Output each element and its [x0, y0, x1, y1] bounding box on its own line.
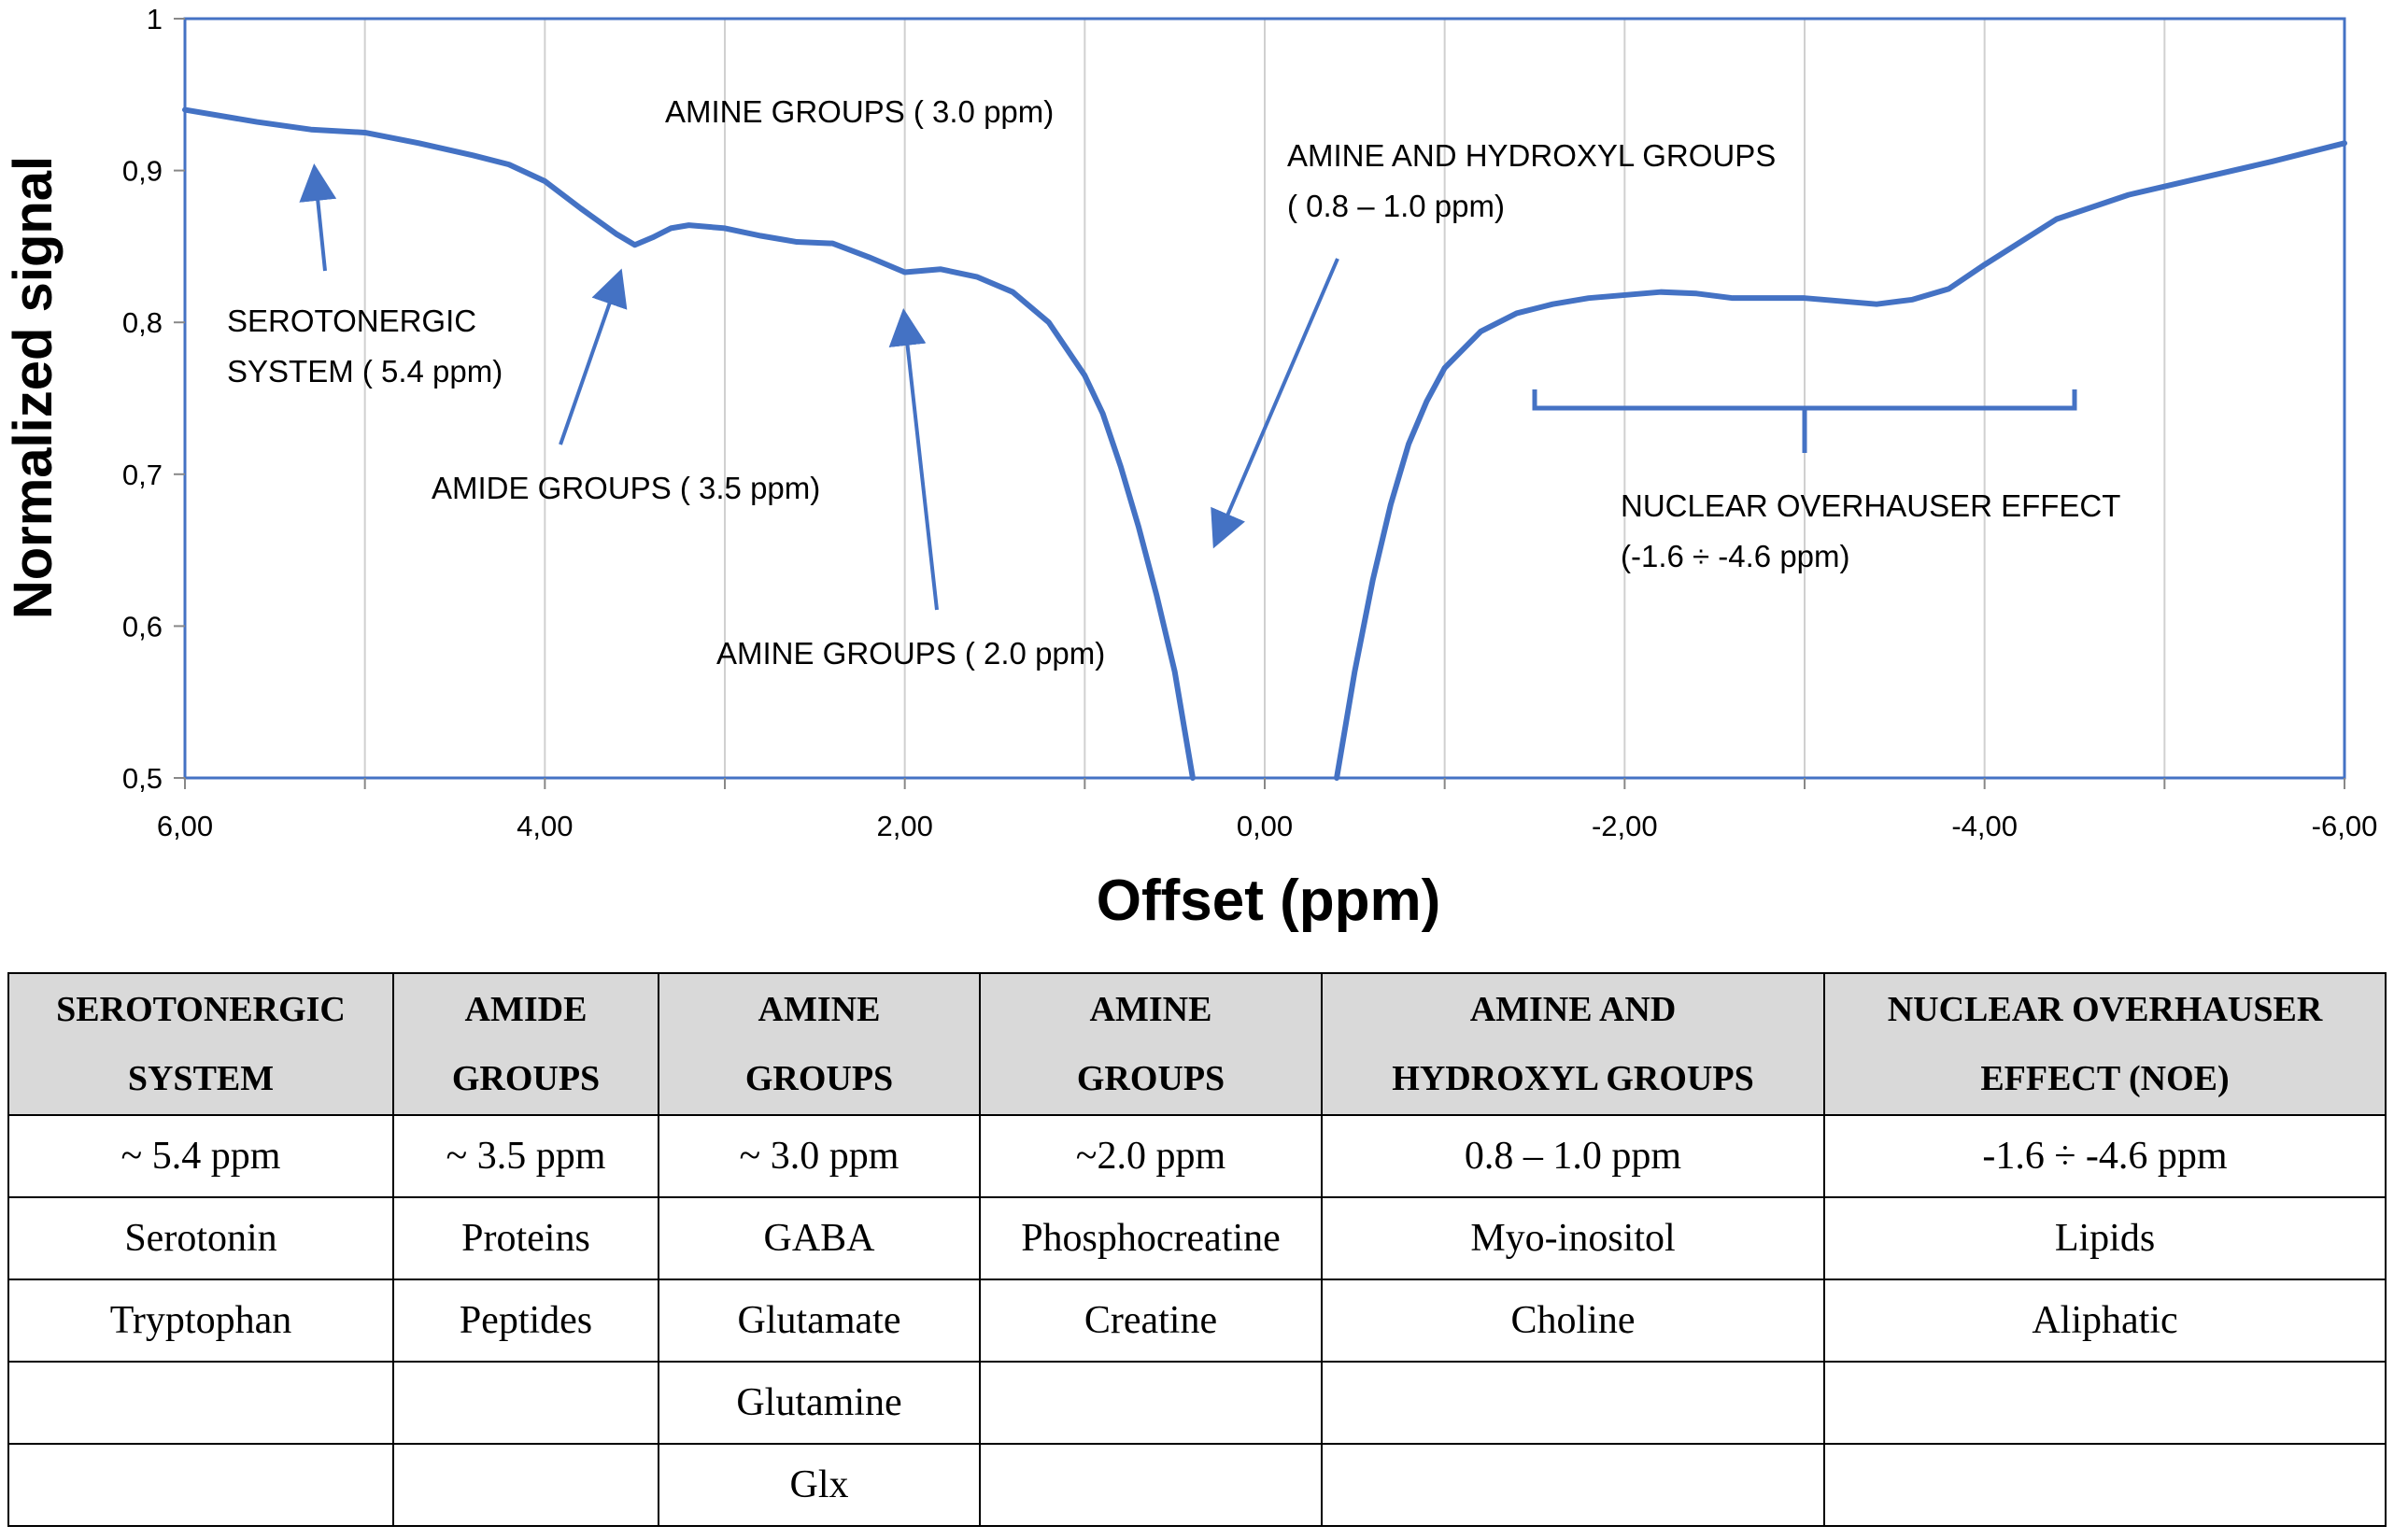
x-tick-label: -6,00 — [2312, 810, 2378, 842]
table-cell: 0.8 – 1.0 ppm — [1321, 1114, 1825, 1198]
table-header-text: AMINE — [758, 990, 881, 1029]
table-header-cell: AMINE GROUPS — [979, 972, 1323, 1116]
table-cell — [392, 1361, 659, 1445]
table-row: Tryptophan Peptides Glutamate Creatine Choli… — [7, 1279, 2387, 1363]
table-cell — [1823, 1443, 2387, 1527]
table-cell: ~2.0 ppm — [979, 1114, 1323, 1198]
table-header-text: EFFECT (NOE) — [1980, 1059, 2230, 1098]
table-cell: Glutamate — [658, 1279, 981, 1363]
table-cell: Phosphocreatine — [979, 1196, 1323, 1280]
y-tick-label: 0,9 — [122, 155, 163, 188]
table-cell: GABA — [658, 1196, 981, 1280]
table-cell: Choline — [1321, 1279, 1825, 1363]
table-header-cell: SEROTONERGIC SYSTEM — [7, 972, 394, 1116]
x-tick-label: -2,00 — [1592, 810, 1658, 842]
table-cell — [979, 1361, 1323, 1445]
table-header-cell: NUCLEAR OVERHAUSER EFFECT (NOE) — [1823, 972, 2387, 1116]
table-cell: Glx — [658, 1443, 981, 1527]
table-body: ~ 5.4 ppm ~ 3.5 ppm ~ 3.0 ppm ~2.0 ppm 0.8 –… — [7, 1114, 2387, 1527]
table-cell: Lipids — [1823, 1196, 2387, 1280]
series-line — [182, 106, 1196, 781]
grid-lines — [363, 19, 2166, 778]
x-tick-label: 0,00 — [1237, 810, 1293, 842]
table-header-cell: AMINE GROUPS — [658, 972, 981, 1116]
axes — [174, 17, 2346, 789]
annotation-arrow — [299, 163, 337, 272]
tick-labels: 0,5 0,6 0,7 0,8 0,9 1 6,00 4,00 2,00 0,00 -2,00 -4,… — [122, 3, 2377, 842]
table-header-text: GROUPS — [744, 1059, 894, 1098]
annotation-noe: NUCLEAR OVERHAUSER EFFECT — [1621, 488, 2120, 523]
y-tick-label: 1 — [147, 3, 163, 35]
series-line — [1334, 140, 2347, 781]
x-axis-title: Offset (ppm) — [1097, 869, 1441, 933]
annotation-amine-hydroxyl: AMINE AND HYDROXYL GROUPS — [1287, 138, 1776, 173]
annotation-amine-3: AMINE GROUPS ( 3.0 ppm) — [665, 94, 1054, 129]
table-cell — [7, 1443, 394, 1527]
y-tick-label: 0,6 — [122, 610, 163, 643]
annotation-amine-2: AMINE GROUPS ( 2.0 ppm) — [716, 636, 1105, 671]
table-cell: Aliphatic — [1823, 1279, 2387, 1363]
reference-table: SEROTONERGIC SYSTEM AMIDE GROUPS AMINE GROUPS… — [7, 972, 2387, 1527]
table-header-text: SEROTONERGIC — [56, 990, 346, 1029]
annotations: AMINE GROUPS ( 3.0 ppm) AMINE AND HYDROXY… — [227, 94, 2120, 671]
y-tick-label: 0,7 — [122, 459, 163, 491]
table-cell: Myo-inositol — [1321, 1196, 1825, 1280]
table-header-text: AMINE — [1089, 990, 1212, 1029]
annotation-arrow — [559, 268, 628, 445]
x-tick-label: 6,00 — [157, 810, 213, 842]
table-cell: -1.6 ÷ -4.6 ppm — [1823, 1114, 2387, 1198]
table-cell: Tryptophan — [7, 1279, 394, 1363]
annotation-serotonergic: SEROTONERGIC — [227, 304, 476, 338]
table-cell: Glutamine — [658, 1361, 981, 1445]
table-header-text: NUCLEAR OVERHAUSER — [1887, 990, 2323, 1029]
annotation-arrow — [888, 308, 939, 611]
table-cell — [1321, 1361, 1825, 1445]
table-header-text: GROUPS — [1076, 1059, 1225, 1098]
annotation-serotonergic: SYSTEM ( 5.4 ppm) — [227, 354, 503, 389]
table-cell: Creatine — [979, 1279, 1323, 1363]
table-cell — [392, 1443, 659, 1527]
table-cell: ~ 5.4 ppm — [7, 1114, 394, 1198]
table-cell — [7, 1361, 394, 1445]
x-tick-label: 4,00 — [517, 810, 573, 842]
table-cell: ~ 3.0 ppm — [658, 1114, 981, 1198]
y-axis-title: Normalized signal — [3, 156, 64, 619]
table-cell: Peptides — [392, 1279, 659, 1363]
table-cell — [1321, 1443, 1825, 1527]
table-cell — [979, 1443, 1323, 1527]
table-cell: ~ 3.5 ppm — [392, 1114, 659, 1198]
table-header-cell: AMINE AND HYDROXYL GROUPS — [1321, 972, 1825, 1116]
table-header-cell: AMIDE GROUPS — [392, 972, 659, 1116]
table-header-text: GROUPS — [451, 1059, 601, 1098]
table-cell: Serotonin — [7, 1196, 394, 1280]
annotation-noe: (-1.6 ÷ -4.6 ppm) — [1621, 539, 1850, 573]
series-layer — [182, 106, 2347, 781]
y-tick-label: 0,5 — [122, 762, 163, 795]
y-tick-label: 0,8 — [122, 306, 163, 339]
table-header-text: AMIDE — [464, 990, 588, 1029]
x-tick-label: -4,00 — [1951, 810, 2018, 842]
chart: 0,5 0,6 0,7 0,8 0,9 1 6,00 4,00 2,00 0,00 -2,00 -4,… — [3, 3, 2377, 933]
x-tick-label: 2,00 — [876, 810, 932, 842]
annotation-amine-hydroxyl: ( 0.8 – 1.0 ppm) — [1287, 189, 1505, 223]
table-row: Glutamine — [7, 1361, 2387, 1445]
table-header-text: SYSTEM — [127, 1059, 275, 1098]
table-header-row: SEROTONERGIC SYSTEM AMIDE GROUPS AMINE GROUPS… — [7, 972, 2387, 1116]
table-row: ~ 5.4 ppm ~ 3.5 ppm ~ 3.0 ppm ~2.0 ppm 0.8 –… — [7, 1114, 2387, 1198]
table-header-text: AMINE AND — [1469, 990, 1677, 1029]
table-header-text: HYDROXYL GROUPS — [1392, 1059, 1754, 1098]
table-row: Serotonin Proteins GABA Phosphocreatine Myo-… — [7, 1196, 2387, 1280]
annotation-amide: AMIDE GROUPS ( 3.5 ppm) — [432, 471, 820, 505]
annotation-arrow — [1211, 258, 1339, 549]
table-cell: Proteins — [392, 1196, 659, 1280]
table-cell — [1823, 1361, 2387, 1445]
table-row: Glx — [7, 1443, 2387, 1527]
